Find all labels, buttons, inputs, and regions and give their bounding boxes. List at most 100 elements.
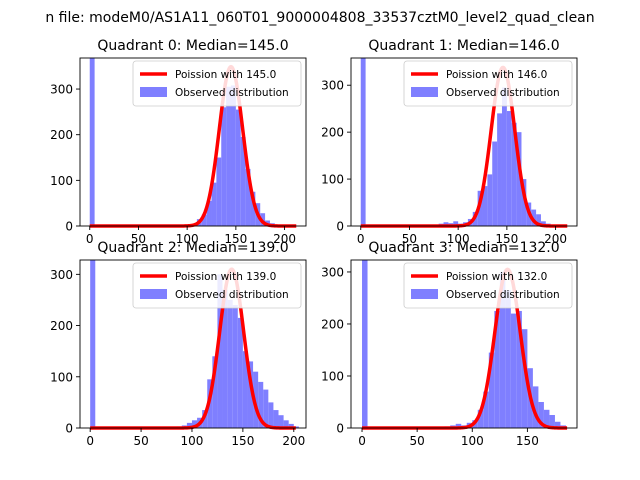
histogram-bar xyxy=(247,361,254,428)
subplot-title: Quadrant 2: Median=139.0 xyxy=(97,240,288,256)
legend-label: Observed distribution xyxy=(446,87,560,99)
histogram-bar xyxy=(221,107,227,226)
histogram-bar xyxy=(516,310,522,428)
legend-label: Poission with 145.0 xyxy=(175,69,276,81)
y-tick-label: 100 xyxy=(321,369,344,383)
x-tick-label: 50 xyxy=(133,434,148,448)
legend-box xyxy=(132,60,302,107)
legend-label: Observed distribution xyxy=(446,289,560,301)
histogram-bar xyxy=(222,289,228,428)
legend-swatch-hist xyxy=(411,289,438,299)
legend-label: Poission with 132.0 xyxy=(446,271,547,283)
y-tick-label: 300 xyxy=(50,268,73,282)
histogram-bar xyxy=(362,260,368,428)
y-tick-label: 100 xyxy=(321,173,344,187)
y-tick-label: 0 xyxy=(65,422,73,436)
y-tick-label: 0 xyxy=(336,220,344,234)
histogram-bar xyxy=(506,111,512,226)
x-tick-label: 100 xyxy=(461,434,484,448)
histogram-bar xyxy=(206,200,212,226)
y-tick-label: 0 xyxy=(336,422,344,436)
y-tick-label: 200 xyxy=(50,128,73,142)
histogram-bar xyxy=(497,113,502,226)
legend: Poission with 132.0 Observed distribution xyxy=(403,262,573,309)
histogram-bar xyxy=(488,352,495,428)
x-tick-label: 50 xyxy=(131,232,146,246)
axes-frame xyxy=(79,57,307,227)
histogram-bar xyxy=(232,305,238,428)
y-tick-label: 200 xyxy=(321,317,344,331)
histogram-bar xyxy=(483,391,489,428)
histogram-bar xyxy=(510,313,517,428)
histogram-bar xyxy=(226,86,231,226)
histogram-bar xyxy=(227,299,233,428)
legend-swatch-hist xyxy=(140,289,167,299)
y-tick-label: 0 xyxy=(65,220,73,234)
axes-frame xyxy=(350,57,578,227)
axes-frame xyxy=(350,259,578,429)
histogram-bar xyxy=(511,122,517,226)
histogram-bar xyxy=(360,58,366,226)
legend-swatch-hist xyxy=(411,87,438,97)
x-tick-label: 50 xyxy=(402,232,417,246)
histogram-bar xyxy=(217,274,223,428)
histogram-bar xyxy=(89,58,95,226)
histogram-bar xyxy=(455,423,462,428)
y-tick-label: 300 xyxy=(321,79,344,93)
histogram-bar xyxy=(235,109,241,226)
histogram-bar xyxy=(532,386,539,428)
histogram-bar xyxy=(293,426,299,428)
histogram-bar xyxy=(230,85,236,226)
histogram-bar xyxy=(212,356,218,428)
subplot-title: Quadrant 0: Median=145.0 xyxy=(97,38,288,54)
histogram-bar xyxy=(505,290,511,428)
histogram-bar xyxy=(538,401,544,428)
legend-swatch-hist xyxy=(140,87,167,97)
x-tick-label: 200 xyxy=(273,232,296,246)
histogram-bar xyxy=(90,260,96,428)
histogram-bar xyxy=(501,87,507,226)
histogram-bar xyxy=(201,214,207,226)
histogram-bar xyxy=(237,317,243,428)
histogram-bar xyxy=(554,421,561,428)
x-tick-label: 50 xyxy=(410,434,425,448)
axes-frame xyxy=(79,259,307,429)
histogram-bar xyxy=(242,351,248,428)
histogram-bar xyxy=(494,310,500,428)
histogram-bar xyxy=(288,423,294,428)
subplot-quadrant-1: 0 50 100 150 200 0 100 200 300 Quadrant 1: Median… xyxy=(321,38,578,246)
x-tick-label: 100 xyxy=(176,232,199,246)
legend: Poission with 146.0 Observed distribution xyxy=(403,60,573,107)
histogram-bar xyxy=(543,409,550,428)
histogram-bar xyxy=(268,402,274,428)
legend: Poission with 145.0 Observed distribution xyxy=(132,60,302,107)
histogram-bar xyxy=(516,132,522,226)
histogram-bar xyxy=(211,182,217,226)
histogram-bar xyxy=(250,191,256,226)
y-tick-label: 200 xyxy=(50,319,73,333)
histogram-bar xyxy=(521,329,528,428)
x-tick-label: 150 xyxy=(224,232,247,246)
subplot-title: Quadrant 1: Median=146.0 xyxy=(368,38,559,54)
figure-suptitle: n file: modeM0/AS1A11_060T01_9000004808_… xyxy=(45,10,594,26)
histogram-bar xyxy=(245,168,251,226)
histogram-bar xyxy=(191,420,198,428)
histogram-bar xyxy=(263,389,269,428)
histogram-bar xyxy=(499,271,506,428)
x-tick-label: 150 xyxy=(231,434,254,448)
histogram-bar xyxy=(453,221,459,226)
x-tick-label: 200 xyxy=(544,232,567,246)
legend-label: Observed distribution xyxy=(175,87,289,99)
subplot-quadrant-2: 0 50 100 150 200 0 100 200 300 Quadrant 2: Median… xyxy=(50,240,307,448)
histogram-bar xyxy=(216,157,222,226)
x-tick-label: 100 xyxy=(181,434,204,448)
histogram-bar xyxy=(240,136,246,226)
subplot-title: Quadrant 3: Median=132.0 xyxy=(368,240,559,256)
histogram-bar xyxy=(521,179,527,226)
histogram-bar xyxy=(186,422,192,428)
legend-label: Poission with 146.0 xyxy=(446,69,547,81)
y-tick-label: 100 xyxy=(50,174,73,188)
x-tick-label: 0 xyxy=(357,232,365,246)
x-tick-label: 200 xyxy=(282,434,305,448)
